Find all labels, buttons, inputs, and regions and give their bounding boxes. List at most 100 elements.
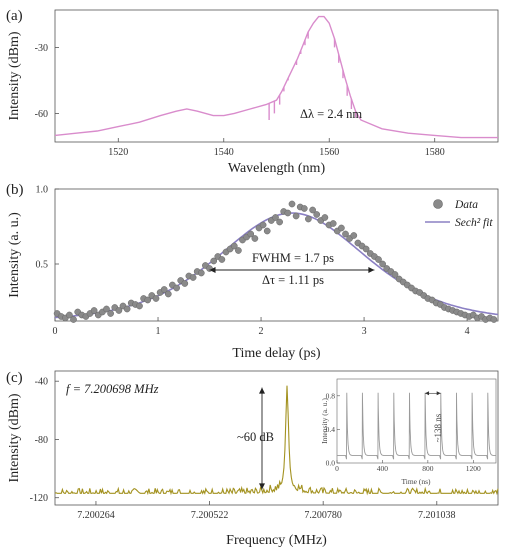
- panel-c: (c) 7.200264 7.200522 7.200780 7.201038 -40 -…: [6, 370, 499, 548]
- panel-b-xtick-label: 2: [259, 326, 264, 337]
- data-point: [342, 230, 349, 238]
- data-point: [300, 205, 308, 212]
- panel-a-label: (a): [6, 8, 23, 24]
- data-point: [181, 280, 189, 287]
- data-point: [235, 247, 242, 254]
- panel-c-xtick-label: 7.201038: [418, 510, 456, 521]
- data-point: [375, 256, 382, 263]
- data-point: [107, 310, 114, 317]
- panel-a-ytick-label: -60: [35, 109, 48, 120]
- frequency-annotation: f = 7.200698 MHz: [66, 382, 159, 396]
- panel-b-xlabel: Time delay (ps): [232, 346, 320, 361]
- period-annotation: ~138 ns: [433, 413, 443, 442]
- panel-b-xtick-label: 1: [156, 326, 161, 337]
- panel-a-ticks: 1520 1540 1560 1580 -30 -60: [35, 43, 445, 158]
- data-point: [338, 224, 345, 232]
- data-point: [305, 215, 312, 223]
- data-point: [173, 284, 180, 292]
- data-point: [309, 206, 316, 214]
- panel-c-xtick-label: 7.200264: [77, 510, 115, 521]
- legend: Data Sech² fit: [425, 199, 493, 229]
- panel-a-xtick-label: 1580: [425, 147, 445, 158]
- data-point: [391, 271, 399, 278]
- panel-b: (b) 0 1 2 3 4 1.0 0.5 Time delay (ps) Intensit…: [6, 182, 499, 361]
- panel-a-ylabel: Intensity (dBm): [7, 31, 22, 120]
- inset-ticks: 0 400 800 1200 0.0 0.4 0.8: [326, 391, 481, 473]
- data-point: [276, 218, 283, 226]
- panel-c-ytick-label: -40: [35, 377, 48, 388]
- snr-arrowhead-bottom: [259, 483, 265, 490]
- panel-b-xtick-label: 4: [465, 326, 470, 337]
- panel-c-xtick-label: 7.200522: [191, 510, 229, 521]
- inset-xtick-label: 800: [422, 464, 434, 473]
- inset-xlabel: Time (ns): [401, 477, 431, 486]
- data-point: [379, 260, 386, 268]
- inset-xtick-label: 0: [335, 464, 339, 473]
- fwhm-arrowhead-left: [209, 267, 216, 273]
- period-arrowhead-left: [425, 391, 430, 396]
- panel-b-plot: [53, 200, 499, 323]
- panel-a-xlabel: Wavelength (nm): [228, 161, 326, 176]
- panel-b-xtick-label: 3: [362, 326, 367, 337]
- data-point: [136, 302, 143, 310]
- data-point: [218, 256, 226, 263]
- data-point: [115, 307, 123, 314]
- inset-ylabel: Intensity (a. u.): [320, 398, 329, 444]
- data-point: [160, 286, 168, 293]
- pulse-train-line: [337, 392, 496, 460]
- panel-a-ytick-label: -30: [35, 43, 48, 54]
- panel-c-xtick-label: 7.200780: [304, 510, 342, 521]
- inset-ytick-label: 0.8: [326, 391, 336, 400]
- panel-c-ytick-label: -80: [35, 435, 48, 446]
- panel-c-xlabel: Frequency (MHz): [226, 533, 327, 548]
- inset-ytick-label: 0.4: [326, 425, 336, 434]
- legend-data-marker: [433, 199, 443, 209]
- data-point: [90, 307, 98, 314]
- snr-arrowhead-top: [259, 387, 265, 394]
- fwhm-annotation: FWHM = 1.7 ps: [252, 251, 334, 265]
- inset-xtick-label: 1200: [466, 464, 481, 473]
- fwhm-arrowhead-right: [368, 267, 375, 273]
- data-point: [284, 209, 292, 217]
- inset-plot: [337, 391, 496, 460]
- panel-a-frame: [54, 9, 499, 143]
- inset-ytick-label: 0.0: [326, 459, 336, 468]
- data-point: [259, 221, 267, 229]
- data-point: [164, 290, 172, 298]
- data-point: [123, 305, 131, 313]
- data-point: [210, 257, 218, 265]
- panel-b-frame: [54, 188, 499, 322]
- data-point: [152, 295, 160, 302]
- rf-spectrum-line: [54, 385, 499, 496]
- data-point: [189, 274, 197, 281]
- inset-xtick-label: 400: [377, 464, 389, 473]
- data-point: [292, 212, 300, 220]
- data-point: [251, 235, 259, 242]
- legend-data-label: Data: [454, 199, 478, 211]
- panel-c-label: (c): [6, 370, 23, 386]
- data-point: [313, 211, 321, 218]
- snr-annotation: ~60 dB: [237, 430, 274, 444]
- data-point: [247, 230, 255, 238]
- legend-fit-label: Sech² fit: [455, 217, 493, 229]
- data-point: [263, 227, 271, 235]
- data-point: [329, 220, 337, 227]
- spectrum-line: [54, 15, 498, 139]
- panel-b-ylabel: Intensity (a. u.): [7, 212, 22, 298]
- inset-frame: [336, 378, 497, 464]
- period-arrowhead-right: [436, 391, 441, 396]
- data-point: [288, 200, 296, 208]
- data-point: [272, 214, 279, 221]
- panel-a: (a) 1520 1540 1560 1580 -30 -60 Wavelength (n…: [6, 8, 499, 176]
- snr-arrow: [259, 387, 265, 490]
- data-point: [197, 269, 205, 277]
- data-point: [70, 316, 77, 323]
- inset: 0 400 800 1200 0.0 0.4 0.8 Time (ns) Intensity…: [320, 378, 497, 486]
- delta-lambda-annotation: Δλ = 2.4 nm: [300, 107, 362, 121]
- panel-a-xtick-label: 1560: [319, 147, 339, 158]
- data-point: [66, 311, 73, 319]
- data-point: [362, 245, 370, 253]
- data-point: [144, 296, 152, 304]
- panel-b-ticks: 0 1 2 3 4 1.0 0.5: [36, 185, 470, 338]
- panel-b-label: (b): [6, 182, 24, 198]
